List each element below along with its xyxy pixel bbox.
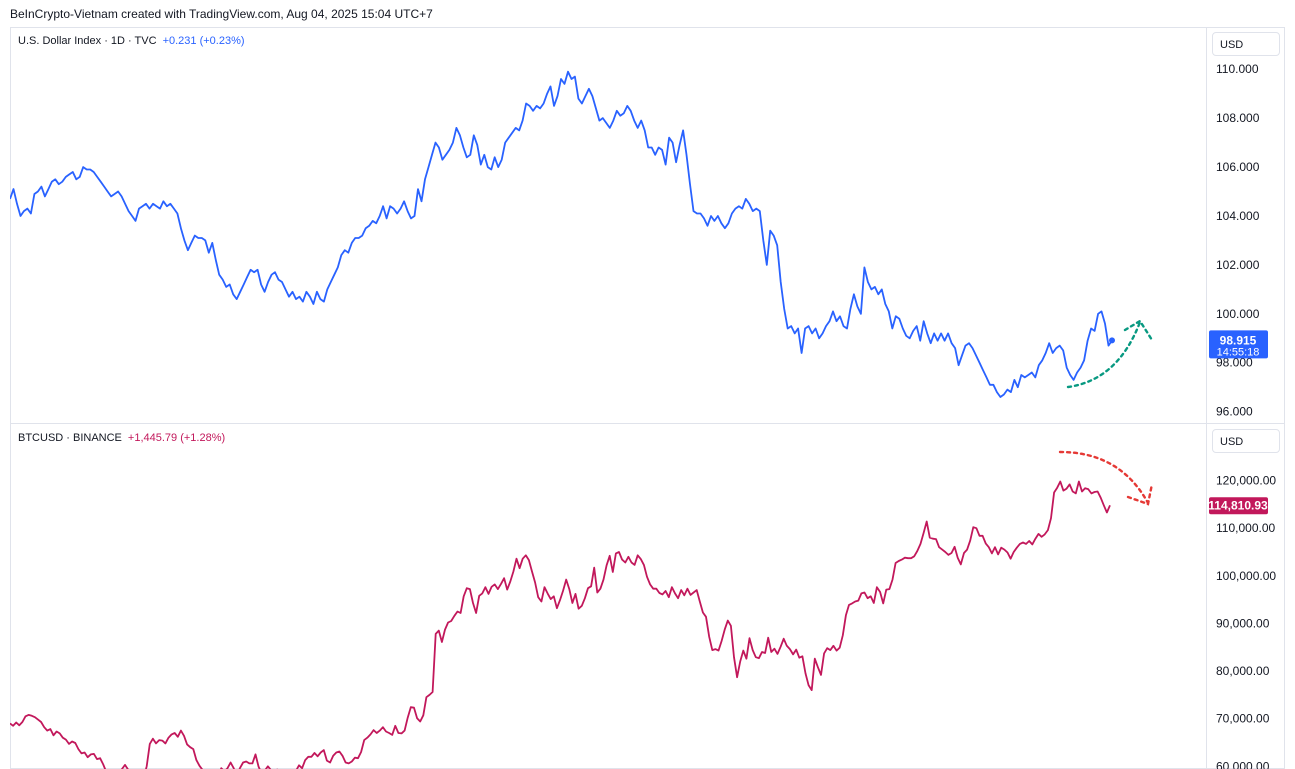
dxy-tick-label: 106.000 — [1216, 160, 1260, 174]
dxy-series-line — [10, 70, 1113, 398]
dxy-projection-arrowhead — [1123, 319, 1154, 342]
btc-currency-button[interactable]: USD — [1212, 429, 1280, 453]
dxy-tick-label: 100.000 — [1216, 307, 1260, 321]
dxy-tick-label: 110.000 — [1216, 62, 1259, 76]
chart-attribution: BeInCrypto-Vietnam created with TradingV… — [10, 7, 433, 21]
dxy-tick-label: 96.000 — [1216, 405, 1253, 419]
btc-tick-label: 60,000.00 — [1216, 759, 1270, 769]
dxy-change-label: +0.231 (+0.23%) — [162, 35, 245, 47]
dxy-tick-label: 102.000 — [1216, 258, 1260, 272]
btc-series-line — [10, 480, 1111, 769]
btc-last-price-label: 114,810.93 — [1208, 497, 1268, 515]
dxy-legend: U.S. Dollar Index · 1D · TVC +0.231 (+0.2… — [18, 35, 245, 47]
btc-tick-label: 110,000.00 — [1216, 521, 1275, 535]
dxy-tick-label: 108.000 — [1216, 111, 1260, 125]
btc-price-axis[interactable] — [1207, 424, 1285, 769]
btc-symbol-label: BTCUSD · BINANCE — [18, 432, 122, 444]
dxy-countdown: 14:55:18 — [1217, 346, 1260, 358]
btc-tick-label: 90,000.00 — [1216, 616, 1270, 630]
btc-tick-label: 80,000.00 — [1216, 664, 1270, 678]
btc-projection-arrow — [1058, 450, 1150, 505]
dxy-last-point — [1109, 337, 1115, 344]
dxy-currency-button[interactable]: USD — [1212, 32, 1280, 56]
dxy-projection-arrow — [1066, 320, 1142, 389]
btc-legend: BTCUSD · BINANCE +1,445.79 (+1.28%) — [18, 432, 225, 444]
dxy-symbol-label: U.S. Dollar Index · 1D · TVC — [18, 35, 157, 47]
btc-tick-label: 70,000.00 — [1216, 712, 1270, 726]
dxy-tick-label: 98.000 — [1216, 356, 1253, 370]
dxy-pane[interactable] — [10, 27, 1207, 424]
btc-tick-label: 120,000.00 — [1216, 474, 1276, 488]
btc-projection-arrowhead — [1126, 482, 1154, 506]
btc-last-price-value: 114,810.93 — [1208, 498, 1268, 512]
dxy-tick-label: 104.000 — [1216, 209, 1260, 223]
dxy-last-price-value: 98.915 — [1220, 333, 1257, 347]
btc-change-label: +1,445.79 (+1.28%) — [127, 432, 226, 444]
btc-tick-label: 100,000.00 — [1216, 569, 1276, 583]
